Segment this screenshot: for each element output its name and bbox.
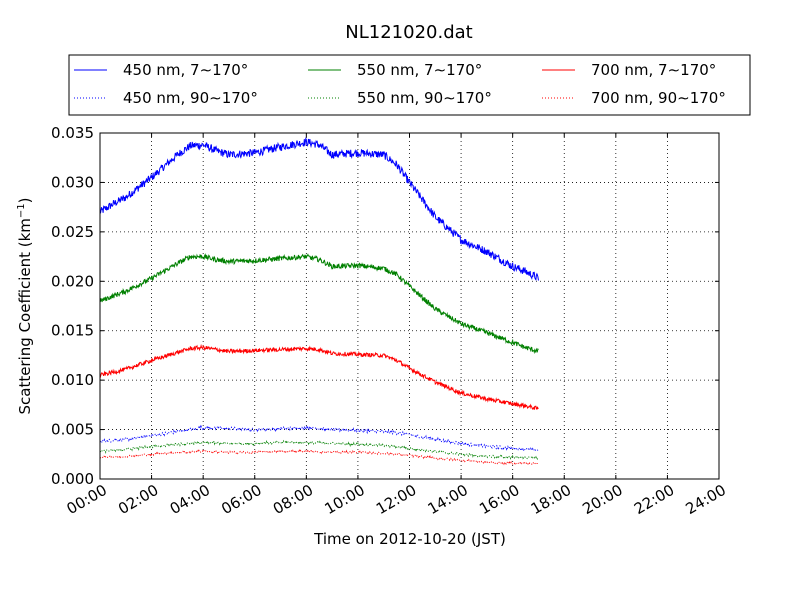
y-tick-label: 0.010 xyxy=(51,371,94,389)
y-tick-label: 0.005 xyxy=(51,421,94,439)
y-tick-label: 0.020 xyxy=(51,272,94,290)
legend-label-4: 700 nm, 7∼170° xyxy=(591,61,716,79)
ticks xyxy=(99,132,720,480)
y-tick-label: 0.035 xyxy=(51,124,94,142)
legend-label-3: 550 nm, 90∼170° xyxy=(357,89,492,107)
series-line-4 xyxy=(99,343,539,410)
x-axis-label: Time on 2012-10-20 (JST) xyxy=(313,530,506,548)
y-tick-label: 0.015 xyxy=(51,322,94,340)
y-axis-label-main: Scattering Coefficient (km xyxy=(16,218,34,414)
legend: 450 nm, 7∼170° 550 nm, 7∼170° 700 nm, 7∼17… xyxy=(68,54,751,116)
series-line-1 xyxy=(99,424,539,453)
legend-label-2: 550 nm, 7∼170° xyxy=(357,61,482,79)
y-tick-labels: 0.000 0.005 0.010 0.015 0.020 0.025 0.030 0.035 xyxy=(51,124,94,488)
chart-title: NL121020.dat xyxy=(345,22,472,43)
y-axis-label-sup: −1 xyxy=(16,203,27,218)
legend-label-0: 450 nm, 7∼170° xyxy=(123,61,248,79)
y-axis-label-close: ) xyxy=(16,197,34,203)
series-group xyxy=(99,136,539,466)
series-line-5 xyxy=(99,448,539,466)
series-line-2 xyxy=(99,253,539,355)
series-line-3 xyxy=(99,439,539,461)
y-tick-label: 0.030 xyxy=(51,173,94,191)
legend-label-5: 700 nm, 90∼170° xyxy=(591,89,726,107)
y-tick-label: 0.000 xyxy=(51,470,94,488)
series-line-0 xyxy=(99,136,539,281)
y-axis-label: Scattering Coefficient (km−1) xyxy=(16,197,34,414)
grid xyxy=(100,133,719,479)
y-tick-label: 0.025 xyxy=(51,223,94,241)
legend-label-1: 450 nm, 90∼170° xyxy=(123,89,258,107)
